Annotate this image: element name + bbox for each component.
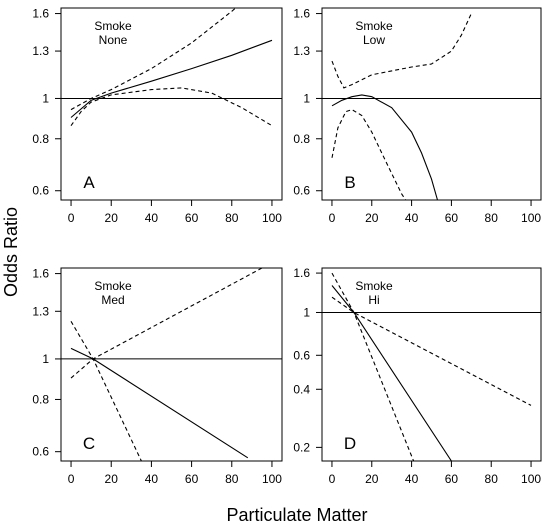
y-tick-label: 1.6 — [32, 267, 49, 281]
x-tick-label: 40 — [145, 211, 159, 225]
y-tick-label: 1 — [303, 91, 310, 105]
y-tick-label: 0.6 — [293, 348, 310, 362]
y-tick-label: 1.3 — [32, 304, 49, 318]
x-tick-label: 60 — [185, 211, 199, 225]
x-tick-label: 80 — [225, 472, 239, 486]
panel-frame — [60, 267, 283, 462]
y-tick-label: 0.8 — [293, 132, 310, 146]
y-tick-label: 0.8 — [32, 392, 49, 406]
confidence-bound-line — [70, 268, 264, 379]
panel-annotation: Smoke — [94, 19, 132, 33]
y-tick-label: 1 — [42, 91, 49, 105]
x-tick-label: 20 — [365, 472, 379, 486]
x-tick-label: 20 — [365, 211, 379, 225]
panel-letter: C — [83, 434, 95, 453]
confidence-bound-line — [331, 13, 472, 89]
confidence-bound-line — [331, 108, 407, 200]
confidence-bound-line — [70, 8, 237, 111]
y-tick-label: 0.4 — [293, 382, 310, 396]
panel-annotation: Smoke — [355, 279, 393, 293]
x-tick-label: 100 — [521, 472, 541, 486]
x-tick-label: 100 — [262, 211, 282, 225]
x-axis-label: Particulate Matter — [226, 505, 367, 525]
estimate-line — [70, 39, 273, 118]
y-tick-label: 0.6 — [32, 184, 49, 198]
x-tick-label: 100 — [262, 472, 282, 486]
x-tick-label: 60 — [185, 472, 199, 486]
y-tick-label: 1 — [303, 305, 310, 319]
panel-annotation: Smoke — [355, 19, 393, 33]
panel-frame — [321, 267, 542, 462]
y-tick-label: 1.6 — [293, 266, 310, 280]
panel-annotation: Hi — [368, 293, 379, 307]
panel-annotation: Med — [101, 293, 124, 307]
x-tick-label: 80 — [485, 472, 499, 486]
x-tick-label: 40 — [145, 472, 159, 486]
panel-annotation: Smoke — [94, 279, 132, 293]
x-tick-label: 80 — [225, 211, 239, 225]
panel-letter: A — [83, 173, 95, 192]
panel-annotation: None — [99, 33, 128, 47]
x-tick-label: 40 — [405, 472, 419, 486]
x-tick-label: 0 — [68, 211, 75, 225]
y-tick-label: 0.8 — [32, 132, 49, 146]
y-tick-label: 0.6 — [293, 184, 310, 198]
confidence-bound-line — [70, 87, 273, 127]
x-tick-label: 80 — [485, 211, 499, 225]
x-tick-label: 60 — [445, 472, 459, 486]
y-tick-label: 1.6 — [293, 7, 310, 21]
panel-letter: D — [344, 434, 356, 453]
x-tick-label: 60 — [445, 211, 459, 225]
y-axis-label: Odds Ratio — [1, 207, 21, 297]
x-tick-label: 0 — [329, 472, 336, 486]
panel-frame — [321, 7, 542, 201]
x-tick-label: 20 — [105, 472, 119, 486]
y-tick-label: 0.2 — [293, 440, 310, 454]
panel-letter: B — [344, 173, 355, 192]
y-tick-label: 1 — [42, 352, 49, 366]
y-tick-label: 1.6 — [32, 7, 49, 21]
estimate-line — [70, 347, 249, 459]
estimate-line — [331, 94, 439, 200]
x-tick-label: 100 — [521, 211, 541, 225]
confidence-bound-line — [70, 321, 142, 461]
x-tick-label: 20 — [105, 211, 119, 225]
x-tick-label: 0 — [68, 472, 75, 486]
panel-frame — [60, 7, 283, 201]
panel-annotation: Low — [363, 33, 385, 47]
y-tick-label: 0.6 — [32, 445, 49, 459]
confidence-bound-line — [331, 296, 532, 406]
x-tick-label: 40 — [405, 211, 419, 225]
x-tick-label: 0 — [329, 211, 336, 225]
confidence-bound-line — [331, 272, 415, 461]
y-tick-label: 1.3 — [32, 44, 49, 58]
y-tick-label: 1.3 — [293, 44, 310, 58]
